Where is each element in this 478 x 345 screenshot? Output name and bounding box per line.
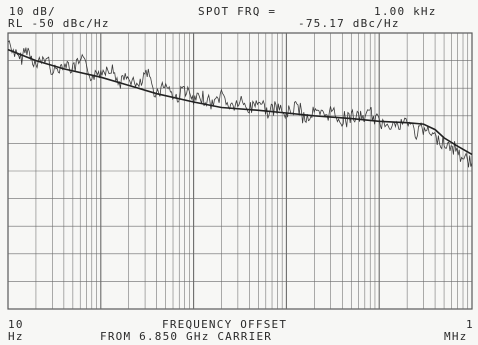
x-stop-value: 1 [466,318,474,331]
xlabel-line2: FROM 6.850 GHz CARRIER [100,330,273,343]
grid [8,33,472,309]
x-start-unit: Hz [8,330,24,343]
trace-raw [7,40,473,168]
marker-value: -75.17 dBc/Hz [298,17,400,30]
marker-frequency: 1.00 kHz [374,5,437,18]
x-stop-unit: MHz [444,330,468,343]
x-start-value: 10 [8,318,24,331]
reference-level: RL -50 dBc/Hz [8,17,110,30]
xlabel-line1: FREQUENCY OFFSET [162,318,288,331]
scale-readout: 10 dB/ [9,5,56,18]
marker-label: SPOT FRQ = [198,5,277,18]
trace-smoothed [7,48,473,156]
